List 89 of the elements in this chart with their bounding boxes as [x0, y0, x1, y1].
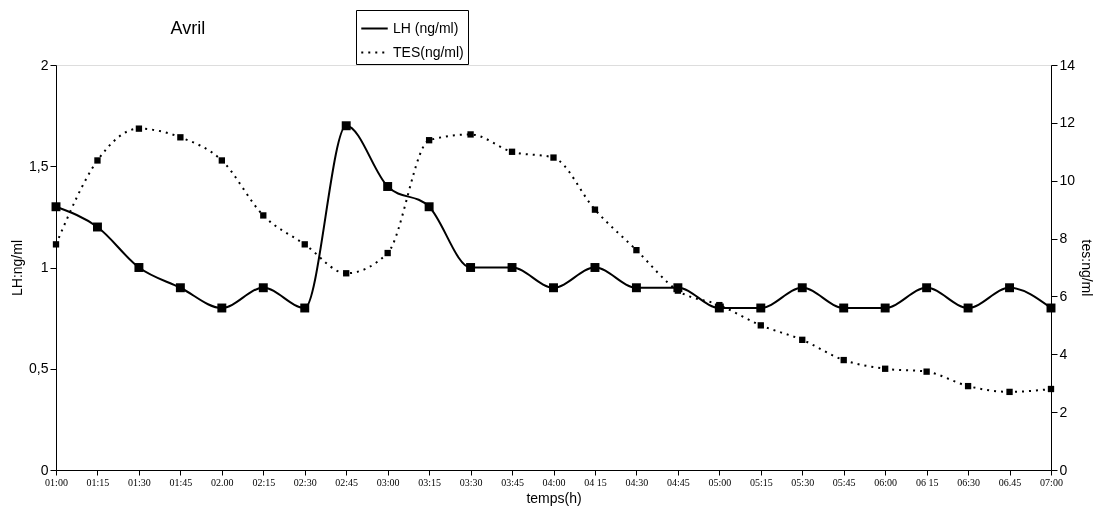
y2-tick-label: 12 [1059, 114, 1076, 131]
point [922, 283, 932, 293]
point [341, 121, 351, 131]
y2-tick-label: 0 [1059, 461, 1068, 478]
point [840, 356, 847, 364]
point [343, 270, 350, 277]
x-tick-label: 03:00 [376, 476, 400, 488]
x-tick-label: 06 15 [915, 476, 939, 488]
x-tick-label: 04:30 [625, 476, 649, 488]
point [301, 241, 308, 248]
x-tick-label: 02.00 [211, 476, 234, 488]
x-tick-label: 06:30 [957, 476, 980, 488]
x-tick-label: 02:15 [252, 476, 276, 488]
point [424, 202, 434, 212]
point [92, 222, 102, 232]
x-tick-label: 01:45 [169, 476, 193, 488]
x-tick-label: 01:00 [45, 476, 68, 488]
legend-label: TES(ng/ml) [393, 43, 464, 60]
point [964, 382, 972, 390]
y2-tick-label: 4 [1059, 345, 1068, 362]
x-tick-label: 01:15 [86, 476, 110, 488]
point [1005, 283, 1015, 293]
x-tick-label: 06.45 [998, 476, 1022, 488]
point [880, 303, 890, 313]
point [550, 154, 557, 161]
point [175, 283, 185, 293]
point [797, 283, 807, 293]
point [839, 303, 849, 313]
point [177, 134, 184, 141]
point [963, 303, 973, 313]
point [217, 303, 227, 313]
x-tick-label: 01:30 [128, 476, 151, 488]
point [466, 263, 476, 272]
x-tick-label: 05:15 [749, 476, 773, 488]
x-tick-label: 05:00 [708, 476, 732, 488]
y-tick-label: 2 [40, 56, 49, 73]
y2-tick-label: 10 [1059, 172, 1076, 189]
point [260, 212, 267, 219]
point [1006, 388, 1013, 396]
point [425, 137, 433, 144]
x-tick-label: 03:45 [501, 476, 524, 488]
point [467, 131, 474, 138]
point [135, 125, 143, 132]
point [507, 263, 517, 272]
x-tick-label: 06:00 [874, 476, 898, 488]
y-tick-label: 1,5 [29, 157, 49, 174]
point [508, 148, 516, 155]
x-tick-label: 07:00 [1040, 476, 1063, 488]
point [134, 263, 144, 272]
x-tick-label: 03:15 [418, 476, 442, 488]
x-tick-label: 02:45 [335, 476, 359, 488]
legend-label: LH (ng/ml) [393, 19, 459, 36]
point [258, 283, 268, 293]
x-tick-label: 05:30 [791, 476, 815, 488]
point [549, 283, 558, 293]
point [757, 322, 764, 329]
y2-tick-label: 14 [1059, 56, 1076, 73]
point [591, 206, 599, 213]
y2-tick-label: 6 [1059, 287, 1068, 304]
x-tick-label: 03:30 [459, 476, 483, 488]
y-axis-title: LH:ng/ml [9, 239, 26, 297]
x-tick-label: 04 15 [584, 476, 607, 488]
x-tick-label: 05:45 [832, 476, 856, 488]
point [300, 303, 310, 313]
point [1047, 385, 1055, 393]
x-tick-label: 02:30 [293, 476, 317, 488]
x-axis-title: temps(h) [526, 489, 582, 506]
y-tick-label: 1 [40, 259, 49, 275]
point [631, 283, 641, 293]
point [384, 249, 391, 257]
y-tick-label: 0 [40, 461, 49, 478]
point [94, 157, 101, 164]
point [882, 365, 889, 372]
point [590, 263, 600, 272]
y2-tick-label: 2 [1059, 403, 1068, 420]
point [923, 368, 930, 375]
y2-tick-label: 8 [1059, 230, 1068, 247]
point [799, 336, 806, 343]
point [218, 157, 225, 164]
y2-axis-title: tes:ng/ml [1079, 239, 1096, 297]
point [756, 303, 766, 313]
point [52, 241, 60, 248]
point [633, 246, 640, 254]
x-tick-label: 04:00 [542, 476, 566, 488]
x-tick-label: 04:45 [666, 476, 690, 488]
chart-title: Avril [170, 18, 206, 38]
y-tick-label: 0,5 [29, 360, 49, 377]
point [51, 202, 61, 212]
point [383, 182, 393, 191]
